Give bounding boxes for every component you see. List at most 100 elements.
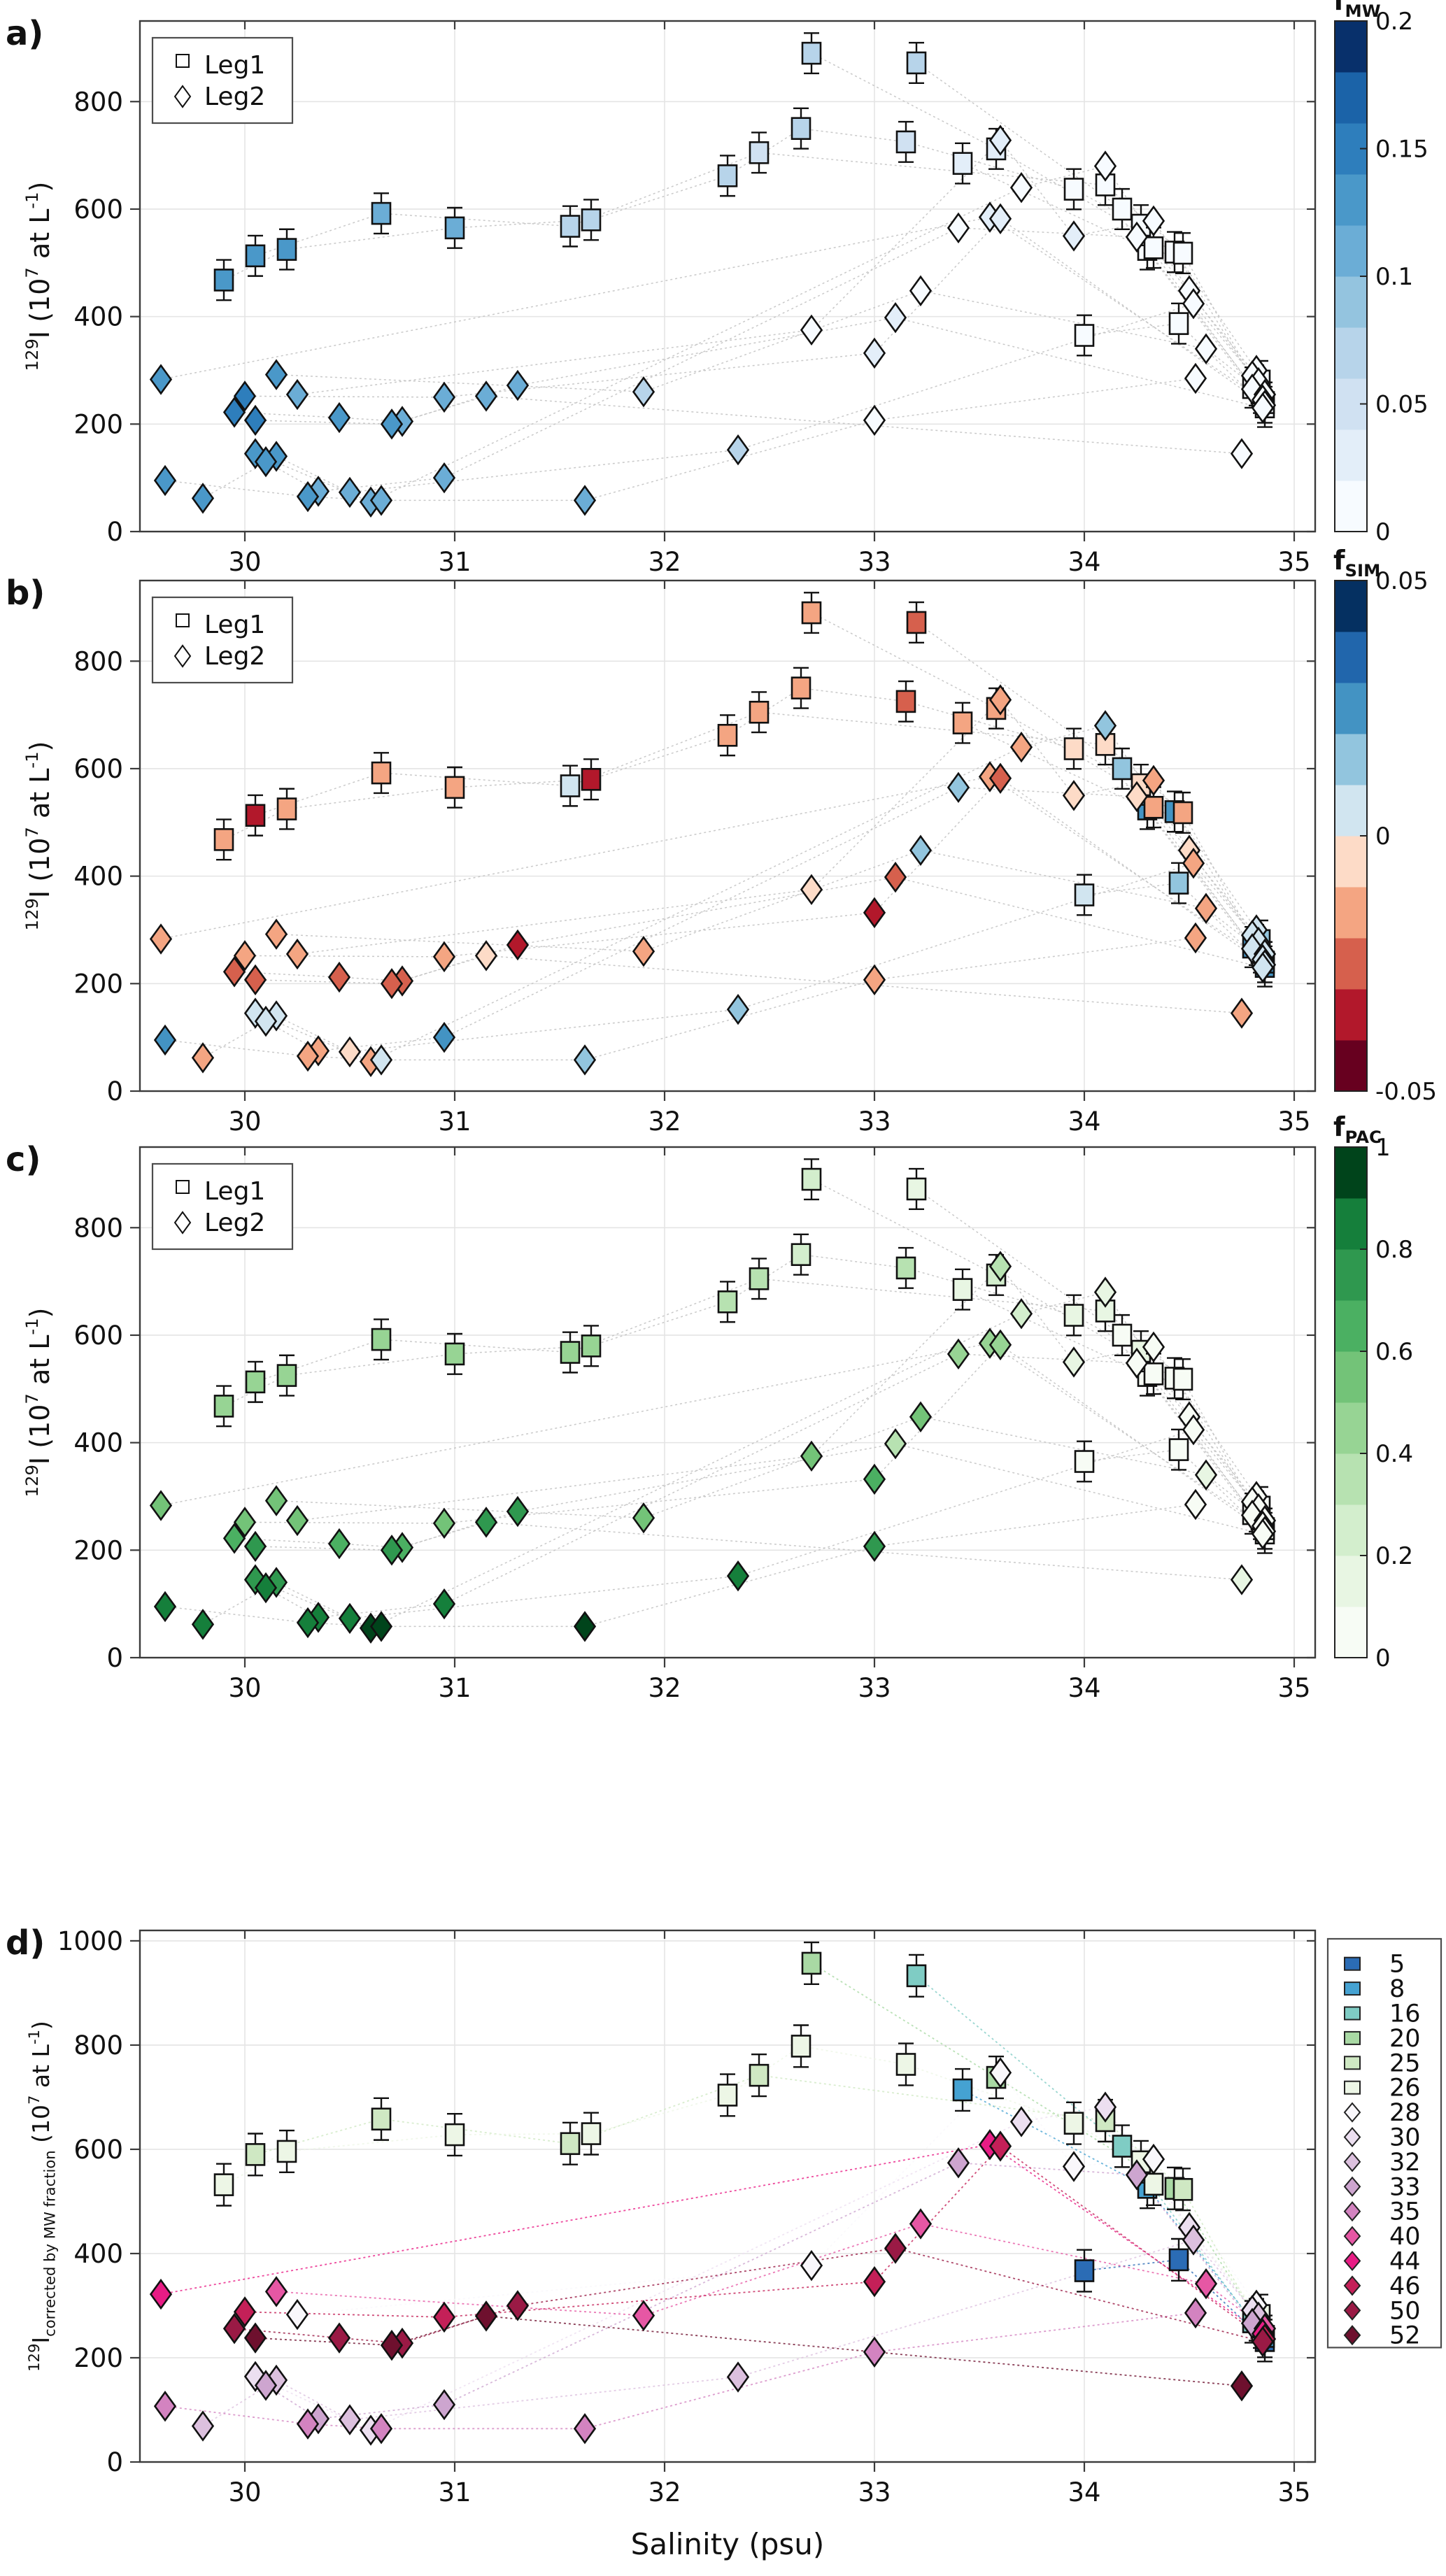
- station-52-diamond-marker: [243, 2322, 267, 2354]
- x-tick-label: 33: [858, 1673, 891, 1703]
- station-52-diamond-marker: [380, 2329, 404, 2361]
- station-25-square-marker: [749, 700, 770, 724]
- station-35-diamond-marker: [573, 1611, 597, 1642]
- station-33-diamond-marker: [432, 1588, 456, 1620]
- x-tick-label: 35: [1277, 1106, 1310, 1137]
- legend-station-32-label: 32: [1389, 2149, 1421, 2177]
- legend-box: [151, 36, 294, 124]
- station-35-diamond-marker: [369, 1611, 393, 1642]
- leg2-diamond-icon: [173, 644, 192, 668]
- station-25-square-marker: [371, 2107, 392, 2131]
- x-tick-label: 30: [228, 1673, 261, 1703]
- station-52-diamond-marker: [243, 964, 267, 996]
- panel-c-ticks: 30 31 32 33 34 35 0 200 400 600 800: [73, 1147, 1315, 1703]
- colorbar-segment: [1335, 938, 1367, 990]
- y-tick-label: 800: [73, 646, 123, 676]
- station-5-square-marker: [1168, 312, 1189, 335]
- colorbar-segment: [1335, 1504, 1367, 1556]
- x-tick-label: 34: [1068, 547, 1100, 577]
- station-30-line: [255, 725, 1253, 1062]
- station-52-diamond-marker: [1230, 2370, 1254, 2402]
- y-axis-label-d: 129Icorrected by MW fraction (107 at L-1…: [25, 2021, 58, 2372]
- y-tick-label: 800: [73, 2030, 123, 2061]
- station-40-diamond-marker: [264, 359, 288, 390]
- station-30-diamond-marker: [243, 438, 267, 469]
- colorbar-segment: [1335, 1402, 1367, 1454]
- station-20-square-marker: [801, 601, 822, 625]
- station-5-line: [1084, 322, 1266, 408]
- station-26-square-marker: [213, 269, 234, 292]
- station-33-diamond-marker: [432, 2389, 456, 2421]
- panel-a-ticks: 30 31 32 33 34 35 0 200 400 600 800: [73, 21, 1315, 577]
- x-tick-label: 32: [648, 2477, 681, 2507]
- station-52-diamond-marker: [474, 940, 498, 972]
- station-50-diamond-marker: [1251, 1518, 1275, 1550]
- legend-station-5-square-icon: [1344, 1956, 1361, 1971]
- station-46-diamond-marker: [988, 762, 1012, 794]
- station-32-diamond-marker: [338, 2404, 362, 2435]
- colorbar-tick-label: 0.15: [1375, 136, 1429, 164]
- x-tick-label: 34: [1068, 2477, 1100, 2507]
- station-52-line: [255, 1521, 1242, 1581]
- station-44-line: [160, 1342, 1263, 1527]
- station-32-diamond-marker: [191, 483, 215, 514]
- station-33-diamond-marker: [947, 212, 970, 244]
- station-28-diamond-marker: [1142, 205, 1165, 237]
- station-44-line: [160, 2144, 1263, 2335]
- station-5-square-marker: [1168, 1438, 1189, 1461]
- station-50-diamond-marker: [327, 1528, 351, 1560]
- station-35-diamond-marker: [863, 2336, 886, 2368]
- y-tick-label: 0: [106, 2447, 123, 2477]
- station-32-diamond-marker: [338, 1602, 362, 1635]
- leg2-diamond-icon: [173, 85, 192, 108]
- x-tick-label: 35: [1277, 2477, 1310, 2507]
- panel-b-profile-lines: [160, 612, 1266, 1062]
- station-30-diamond-marker: [1093, 1276, 1117, 1308]
- station-35-diamond-marker: [1184, 2297, 1207, 2329]
- station-33-diamond-marker: [1125, 2159, 1149, 2191]
- panel-letter-d: d): [6, 1923, 45, 1963]
- station-26-square-marker: [1063, 737, 1084, 760]
- station-28-diamond-marker: [800, 874, 823, 906]
- colorbar-segment: [1335, 785, 1367, 837]
- colorbar-segment: [1335, 1607, 1367, 1658]
- station-26-square-marker: [791, 1243, 811, 1266]
- colorbar-segment: [1335, 887, 1367, 939]
- station-25-square-marker: [1095, 173, 1116, 197]
- y-tick-label: 200: [73, 2343, 123, 2373]
- colorbar-segment: [1335, 21, 1367, 73]
- station-30-diamond-marker: [1093, 710, 1117, 741]
- legend-station-33-diamond-icon: [1343, 2176, 1361, 2197]
- station-52-diamond-marker: [474, 2300, 498, 2332]
- station-33-diamond-marker: [254, 1572, 278, 1604]
- y-tick-label: 600: [73, 754, 123, 784]
- station-35-diamond-marker: [1184, 922, 1207, 954]
- station-28-diamond-marker: [988, 2057, 1012, 2088]
- station-40-diamond-marker: [264, 2276, 288, 2307]
- station-33-diamond-marker: [947, 771, 970, 804]
- station-46-diamond-marker: [233, 2296, 257, 2328]
- leg1-label: Leg1: [204, 51, 265, 80]
- station-26-square-marker: [895, 2053, 916, 2076]
- colorbar-segment: [1335, 1147, 1367, 1199]
- station-16-square-marker: [906, 51, 927, 75]
- leg2-diamond-icon: [173, 1211, 192, 1234]
- station-25-square-marker: [560, 1341, 581, 1364]
- station-25-square-marker: [1172, 2178, 1193, 2201]
- station-50-diamond-marker: [222, 956, 246, 988]
- station-16-line: [916, 62, 1253, 388]
- y-tick-label: 1000: [57, 1926, 123, 1956]
- station-50-diamond-marker: [506, 2290, 530, 2321]
- station-28-diamond-marker: [1142, 764, 1165, 797]
- y-tick-label: 400: [73, 1428, 123, 1458]
- station-52-diamond-marker: [380, 408, 404, 440]
- station-30-line: [255, 1291, 1253, 1629]
- station-50-diamond-marker: [1251, 392, 1275, 424]
- station-20-square-marker: [801, 1951, 822, 1975]
- station-35-line: [164, 2312, 1196, 2430]
- station-25-square-marker: [749, 2063, 770, 2087]
- station-46-diamond-marker: [233, 380, 257, 412]
- legend-station-28-diamond-icon: [1343, 2102, 1361, 2123]
- station-26-line: [223, 2045, 1261, 2317]
- station-25-square-marker: [245, 2143, 266, 2166]
